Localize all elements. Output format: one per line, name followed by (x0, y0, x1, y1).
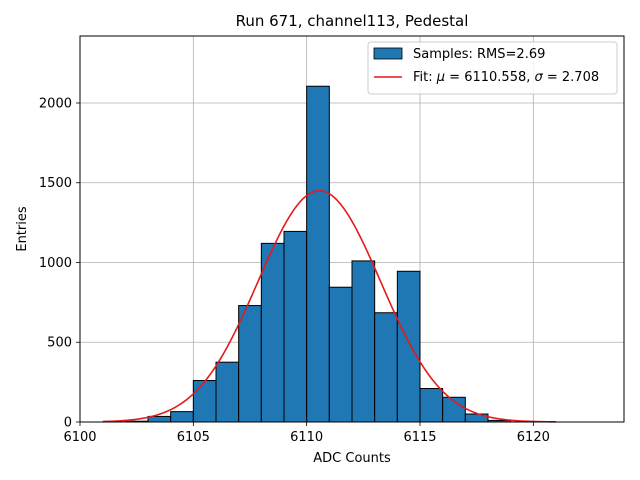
x-tick-label: 6105 (177, 430, 210, 445)
legend: Samples: RMS=2.69 Fit: μ = 6110.558, σ =… (367, 41, 618, 95)
y-tick-label: 2000 (39, 96, 72, 111)
histogram-bar (419, 388, 444, 423)
y-axis: 0 500 1000 1500 2000 (39, 96, 80, 431)
y-tick-label: 1500 (39, 176, 72, 191)
x-tick-label: 6110 (290, 430, 323, 445)
y-tick-label: 0 (64, 416, 72, 431)
histogram-bar (306, 85, 330, 423)
chart-title: Run 671, channel113, Pedestal (236, 12, 469, 30)
y-tick-label: 500 (47, 336, 72, 351)
x-tick-label: 6120 (517, 430, 550, 445)
histogram-bar (192, 380, 217, 423)
x-tick-label: 6100 (63, 430, 96, 445)
fit-curve (102, 189, 557, 423)
x-axis: 6100 6105 6110 6115 6120 (63, 422, 550, 445)
legend-label-fit: Fit: μ = 6110.558, σ = 2.708 (413, 70, 599, 85)
legend-label-samples: Samples: RMS=2.69 (413, 47, 545, 62)
histogram-bar (215, 361, 240, 423)
y-tick-label: 1000 (39, 256, 72, 271)
legend-swatch-samples (373, 47, 403, 60)
histogram-bars (124, 85, 512, 423)
x-axis-label: ADC Counts (313, 451, 391, 466)
histogram-bar (283, 230, 308, 423)
histogram-bar (396, 270, 421, 423)
histogram-bar (328, 286, 353, 423)
x-tick-label: 6115 (403, 430, 436, 445)
histogram-bar (170, 411, 194, 423)
histogram-bar (238, 305, 262, 423)
histogram-bar (260, 242, 285, 423)
legend-box (367, 41, 618, 95)
histogram-bar (351, 260, 376, 423)
y-axis-label: Entries (15, 206, 30, 252)
plot-frame (79, 35, 625, 423)
histogram-bar (374, 312, 398, 423)
fit-curve-group (102, 189, 557, 423)
